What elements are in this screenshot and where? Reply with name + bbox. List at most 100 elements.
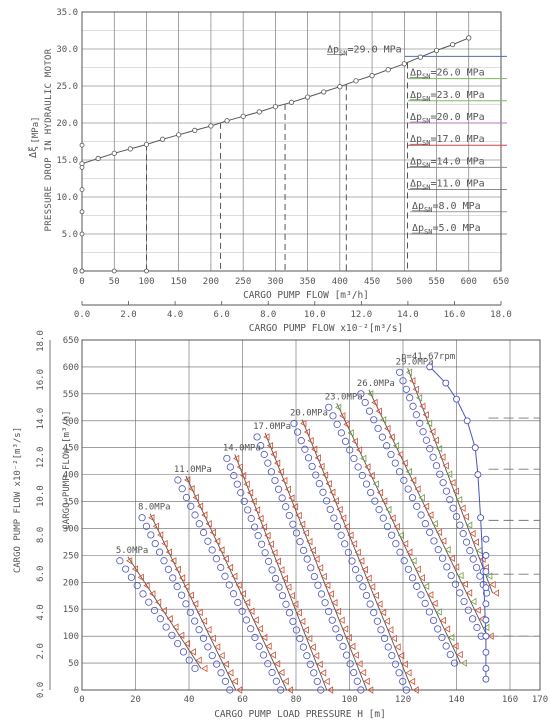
bottom-triangle-marker — [196, 608, 203, 617]
top-y-tick-label: 15.0 — [56, 156, 78, 166]
bottom-circle-marker — [160, 557, 168, 565]
bottom-triangle-marker — [222, 555, 229, 563]
bottom-triangle-marker — [442, 462, 449, 470]
bottom-circle-marker — [464, 606, 472, 614]
bottom-circle-marker — [342, 651, 351, 659]
top-data-point — [127, 146, 133, 152]
pressure-value: =26.0 MPa — [430, 68, 484, 79]
bottom-triangle-marker — [443, 625, 451, 633]
top-secondary-tick-label: 16.0 — [444, 310, 466, 320]
bottom-triangle-marker — [188, 485, 195, 493]
bottom-circle-marker — [396, 368, 404, 376]
bottom-circle-marker — [446, 650, 454, 659]
top-data-point — [208, 123, 214, 129]
bottom-x-tick-label: 0 — [79, 695, 84, 705]
bottom-triangle-marker — [278, 566, 285, 574]
bottom-triangle-marker — [334, 403, 342, 412]
bottom-circle-marker — [290, 419, 298, 428]
top-pressure-label: ΔpSN=26.0 MPa — [410, 68, 485, 81]
bottom-circle-marker — [421, 599, 429, 607]
bottom-triangle-marker — [452, 487, 459, 495]
top-x-tick-label: 150 — [171, 277, 187, 287]
bottom-triangle-marker — [343, 420, 350, 429]
bottom-circle-marker — [404, 565, 413, 573]
bottom-triangle-marker — [354, 548, 361, 557]
bottom-circle-marker — [391, 660, 400, 668]
bottom-circle-marker — [395, 468, 404, 476]
bottom-triangle-marker — [170, 557, 177, 565]
bottom-speed-point — [482, 535, 490, 543]
bottom-circle-marker — [139, 590, 147, 598]
bottom-y-tick-label: 100 — [63, 632, 79, 642]
bottom-triangle-marker — [349, 642, 356, 651]
bottom-circle-marker — [355, 574, 363, 582]
bottom-triangle-marker — [178, 631, 185, 640]
bottom-triangle-marker — [321, 471, 329, 479]
bottom-triangle-marker — [448, 554, 455, 562]
top-pressure-label: ΔpSN=8.0 MPa — [412, 201, 481, 214]
bottom-triangle-marker — [295, 609, 302, 617]
bottom-circle-marker — [173, 583, 181, 591]
bottom-x-tick-label: 20 — [130, 695, 141, 705]
bottom-circle-marker — [289, 520, 297, 528]
pressure-value: =23.0 MPa — [430, 90, 484, 101]
pressure-subscript: SN — [424, 228, 432, 236]
bottom-circle-marker — [400, 476, 408, 484]
bottom-triangle-marker — [261, 633, 268, 642]
bottom-circle-marker — [177, 591, 186, 599]
bottom-triangle-marker — [427, 591, 434, 599]
pressure-symbol: Δp — [412, 223, 424, 234]
bottom-speed-point — [477, 514, 485, 522]
bottom-circle-marker — [299, 643, 307, 651]
bottom-circle-marker — [147, 531, 155, 539]
bottom-triangle-marker — [266, 441, 274, 450]
top-secondary-tick-label: 4.0 — [167, 310, 183, 320]
bottom-speed-point — [482, 616, 490, 624]
bottom-triangle-marker — [131, 565, 139, 573]
bottom-circle-marker — [247, 625, 255, 633]
bottom-circle-marker — [434, 625, 442, 633]
bottom-triangle-marker — [422, 411, 429, 419]
bottom-triangle-marker — [240, 471, 247, 480]
bottom-triangle-marker — [410, 557, 417, 565]
pressure-subscript: SN — [422, 161, 430, 169]
top-data-point — [143, 141, 150, 148]
pressure-symbol: Δp — [327, 44, 339, 55]
bottom-triangle-marker — [410, 476, 417, 485]
bottom-circle-marker — [162, 623, 170, 631]
bottom-triangle-marker — [456, 495, 463, 504]
top-x-tick-label: 550 — [428, 277, 444, 287]
bottom-circle-marker — [191, 511, 199, 519]
bottom-left-tick-label: 4.0 — [36, 604, 46, 620]
bottom-circle-marker — [417, 591, 425, 599]
bottom-triangle-marker — [302, 529, 309, 537]
bottom-x-tick-label: 140 — [448, 695, 464, 705]
bottom-circle-marker — [310, 572, 318, 581]
bottom-triangle-marker — [406, 548, 413, 556]
pressure-value: =20.0 MPa — [430, 112, 484, 123]
bottom-circle-marker — [416, 419, 424, 427]
bottom-triangle-marker — [379, 608, 387, 617]
bottom-circle-marker — [466, 547, 474, 555]
bottom-circle-marker — [443, 563, 451, 571]
bottom-circle-marker — [451, 580, 460, 588]
bottom-pressure-line — [336, 403, 461, 664]
bottom-speed-point — [482, 600, 490, 608]
bottom-xlabel: CARGO PUMP LOAD PRESSURE H [m] — [214, 709, 386, 720]
bottom-triangle-marker — [459, 504, 466, 512]
bottom-left-tick-label: 16.0 — [36, 369, 46, 391]
bottom-circle-marker — [375, 506, 383, 514]
bottom-circle-marker — [317, 686, 325, 694]
pressure-subscript: SN — [339, 49, 347, 57]
bottom-circle-marker — [237, 489, 245, 497]
bottom-triangle-marker — [401, 459, 408, 467]
top-x-tick-label: 500 — [396, 277, 412, 287]
bottom-circle-marker — [442, 642, 450, 650]
top-secondary-tick-label: 2.0 — [120, 310, 136, 320]
bottom-y-tick-label: 500 — [63, 417, 79, 427]
bottom-triangle-marker — [418, 574, 425, 582]
bottom-circle-marker — [370, 416, 378, 424]
bottom-circle-marker — [195, 626, 203, 634]
top-data-point — [159, 136, 166, 142]
bottom-triangle-marker — [392, 442, 400, 450]
